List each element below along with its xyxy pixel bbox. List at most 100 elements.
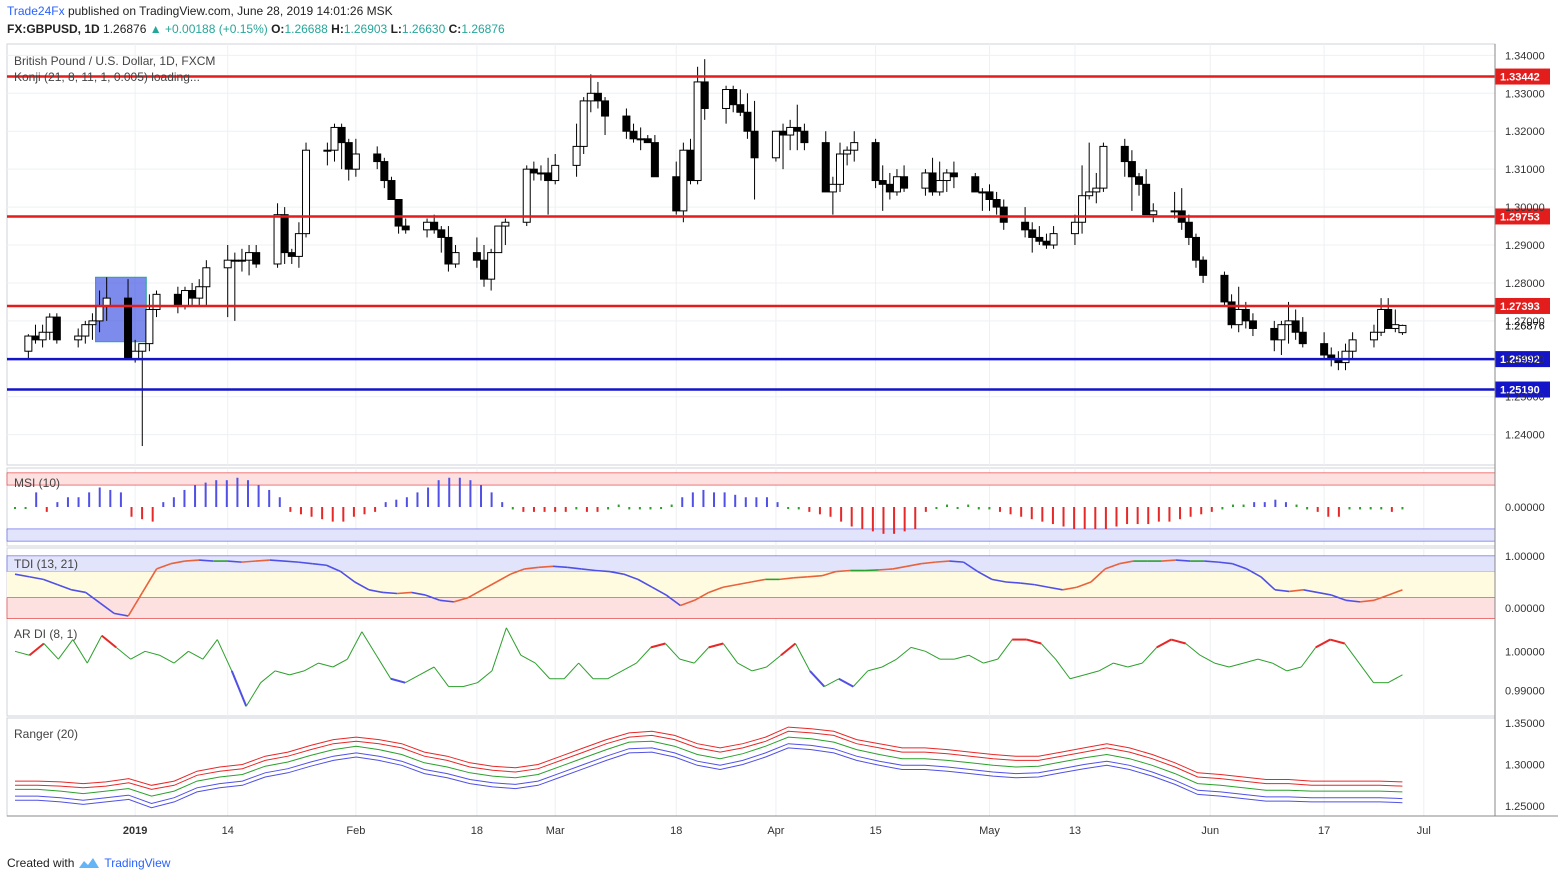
candle: [878, 180, 887, 185]
ardi-line-segment: [1214, 662, 1230, 668]
candle: [779, 130, 788, 136]
msi-bar: [1231, 504, 1234, 507]
publish-info: Trade24Fx published on TradingView.com, …: [7, 4, 393, 18]
ardi-line-segment: [101, 634, 117, 649]
candle: [736, 104, 745, 113]
symbol-label[interactable]: FX:GBPUSD, 1D: [7, 22, 100, 36]
msi-bar: [744, 497, 747, 507]
price-change: +0.00188 (+0.15%): [165, 22, 268, 36]
msi-bar: [850, 507, 853, 527]
ardi-line-segment: [1040, 643, 1056, 660]
tdi-line-segment: [538, 565, 554, 569]
msi-bar: [331, 507, 334, 522]
tdi-line-segment: [1034, 583, 1049, 589]
candle: [1042, 240, 1051, 246]
ardi-line-segment: [332, 658, 348, 668]
tdi-upper-zone: [6, 555, 1496, 572]
tradingview-logo-icon: [79, 858, 100, 868]
x-tick-label: May: [979, 825, 1000, 837]
msi-bar: [967, 504, 970, 507]
msi-bar: [183, 489, 186, 507]
msi-bar: [723, 492, 726, 507]
candle: [237, 259, 246, 262]
msi-bar: [14, 507, 16, 509]
msi-bar: [818, 507, 821, 515]
msi-bar: [1210, 507, 1213, 512]
y-tick-label: 1.30000: [1505, 202, 1545, 214]
candle: [892, 176, 901, 193]
ranger-line-2: [15, 736, 1403, 797]
tdi-line-segment: [637, 578, 653, 588]
ardi-line-segment: [679, 658, 695, 664]
publisher-name[interactable]: Trade24Fx: [7, 4, 65, 18]
ardi-line-segment: [925, 650, 941, 660]
tdi-line-segment: [1289, 589, 1304, 593]
y-tick-label: 1.26000: [1505, 354, 1545, 366]
ardi-line-segment: [578, 662, 594, 680]
tdi-line-segment: [227, 560, 242, 563]
tdi-line-segment: [1104, 562, 1120, 570]
tdi-middle-zone: [7, 571, 1495, 598]
msi-bar: [607, 507, 610, 510]
candle: [394, 199, 403, 227]
candle: [1092, 187, 1101, 193]
tdi-line-segment: [85, 591, 101, 604]
candle: [544, 172, 553, 182]
tdi-line-segment: [1119, 560, 1134, 565]
candle: [494, 225, 503, 254]
msi-bar: [395, 499, 398, 507]
candle: [1170, 210, 1179, 213]
candle: [729, 89, 738, 106]
x-tick-label: Feb: [346, 825, 365, 837]
tdi-line-segment: [779, 577, 794, 581]
msi-bar: [861, 507, 864, 529]
candle: [1241, 308, 1250, 322]
ranger-title: Ranger (20): [14, 727, 78, 741]
ardi-line-segment: [737, 662, 753, 672]
msi-bar: [194, 485, 197, 507]
msi-bar: [225, 480, 228, 507]
candle: [1078, 195, 1087, 223]
msi-bar: [1221, 507, 1224, 510]
candle: [686, 149, 695, 182]
msi-bar: [1168, 507, 1171, 522]
msi-bar: [596, 507, 599, 512]
msi-bar: [1284, 502, 1287, 507]
tdi-line-segment: [1062, 586, 1077, 591]
candle: [302, 149, 311, 235]
ardi-title: AR DI (8, 1): [14, 627, 77, 641]
ardi-line-segment: [202, 639, 218, 660]
ardi-line-segment: [1098, 662, 1114, 672]
msi-bar: [977, 507, 980, 510]
msi-lower-zone: [6, 528, 1496, 542]
x-tick-label: Mar: [546, 825, 565, 837]
candle: [1234, 308, 1243, 326]
chart-title: British Pound / U.S. Dollar, 1D, FXCM: [14, 54, 215, 68]
msi-bar: [24, 507, 27, 509]
msi-bar: [787, 507, 790, 509]
tradingview-link[interactable]: TradingView: [104, 856, 171, 870]
msi-upper-zone: [6, 472, 1496, 486]
tdi-line-segment: [722, 583, 738, 589]
msi-bar: [702, 489, 705, 507]
candle: [88, 320, 97, 326]
candle: [124, 297, 133, 360]
msi-bar: [88, 492, 91, 507]
msi-bar: [755, 497, 758, 507]
msi-bar: [765, 497, 768, 507]
candle: [152, 293, 161, 310]
candle: [871, 142, 880, 182]
msi-bar: [575, 507, 578, 510]
candle: [992, 199, 1001, 208]
tdi-line-segment: [383, 591, 398, 595]
msi-bar: [564, 507, 567, 512]
ardi-line-segment: [1387, 674, 1403, 684]
ranger-line-4: [15, 747, 1403, 809]
candle: [700, 81, 709, 109]
msi-bar: [299, 507, 302, 515]
msi-bar: [1359, 507, 1362, 510]
candle: [1348, 339, 1357, 352]
ardi-line-segment: [346, 631, 363, 660]
ardi-line-segment: [1228, 662, 1244, 668]
